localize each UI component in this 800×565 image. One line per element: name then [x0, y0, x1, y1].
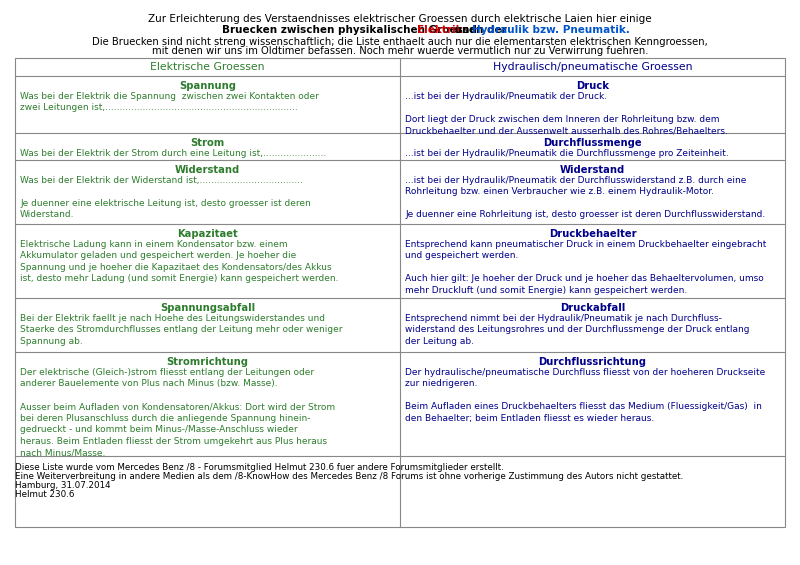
Text: Hamburg, 31.07.2014: Hamburg, 31.07.2014 — [15, 481, 110, 490]
Text: Hydraulik bzw. Pneumatik.: Hydraulik bzw. Pneumatik. — [472, 25, 630, 35]
Text: Helmut 230.6: Helmut 230.6 — [15, 490, 74, 499]
Text: mit denen wir uns im Oldtimer befassen. Noch mehr wuerde vermutlich nur zu Verwi: mit denen wir uns im Oldtimer befassen. … — [152, 46, 648, 56]
Text: Zur Erleichterung des Verstaendnisses elektrischer Groessen durch elektrische La: Zur Erleichterung des Verstaendnisses el… — [148, 14, 652, 24]
Bar — [15, 58, 785, 527]
Text: Entsprechend kann pneumatischer Druck in einem Druckbehaelter eingebracht
und ge: Entsprechend kann pneumatischer Druck in… — [405, 240, 766, 295]
Text: Bei der Elektrik faellt je nach Hoehe des Leitungswiderstandes und
Staerke des S: Bei der Elektrik faellt je nach Hoehe de… — [20, 314, 342, 346]
Text: Diese Liste wurde vom Mercedes Benz /8 - Forumsmitglied Helmut 230.6 fuer andere: Diese Liste wurde vom Mercedes Benz /8 -… — [15, 463, 504, 472]
Text: Elektrische Ladung kann in einem Kondensator bzw. einem
Akkumulator geladen und : Elektrische Ladung kann in einem Kondens… — [20, 240, 338, 284]
Text: Entsprechend nimmt bei der Hydraulik/Pneumatik je nach Durchfluss-
widerstand de: Entsprechend nimmt bei der Hydraulik/Pne… — [405, 314, 750, 346]
Text: Der hydraulische/pneumatische Durchfluss fliesst von der hoeheren Druckseite
zur: Der hydraulische/pneumatische Durchfluss… — [405, 368, 766, 423]
Text: Widerstand: Widerstand — [560, 165, 625, 175]
Text: Die Bruecken sind nicht streng wissenschaftlich; die Liste enthaelt auch nur die: Die Bruecken sind nicht streng wissensch… — [92, 37, 708, 47]
Text: Hydraulisch/pneumatische Groessen: Hydraulisch/pneumatische Groessen — [493, 62, 692, 72]
Text: Spannung: Spannung — [179, 81, 236, 91]
Text: Was bei der Elektrik der Widerstand ist,....................................

Je: Was bei der Elektrik der Widerstand ist,… — [20, 176, 310, 219]
Text: Spannungsabfall: Spannungsabfall — [160, 303, 255, 313]
Text: Druckbehaelter: Druckbehaelter — [549, 229, 636, 239]
Text: Strom: Strom — [190, 138, 225, 148]
Text: Elektrik: Elektrik — [417, 25, 462, 35]
Text: Druckabfall: Druckabfall — [560, 303, 625, 313]
Text: Elektrische Groessen: Elektrische Groessen — [150, 62, 265, 72]
Text: Eine Weiterverbreitung in andere Medien als dem /8-KnowHow des Mercedes Benz /8 : Eine Weiterverbreitung in andere Medien … — [15, 472, 683, 481]
Text: Stromrichtung: Stromrichtung — [166, 357, 249, 367]
Text: und: und — [451, 25, 481, 35]
Text: ...ist bei der Hydraulik/Pneumatik die Durchflussmenge pro Zeiteinheit.: ...ist bei der Hydraulik/Pneumatik die D… — [405, 149, 729, 158]
Text: Druck: Druck — [576, 81, 609, 91]
Text: Was bei der Elektrik die Spannung  zwischen zwei Kontakten oder
zwei Leitungen i: Was bei der Elektrik die Spannung zwisch… — [20, 92, 319, 112]
Text: Kapazitaet: Kapazitaet — [177, 229, 238, 239]
Text: ...ist bei der Hydraulik/Pneumatik der Durchflusswiderstand z.B. durch eine
Rohr: ...ist bei der Hydraulik/Pneumatik der D… — [405, 176, 766, 219]
Text: Durchflussmenge: Durchflussmenge — [543, 138, 642, 148]
Text: Der elektrische (Gleich-)strom fliesst entlang der Leitungen oder
anderer Bauele: Der elektrische (Gleich-)strom fliesst e… — [20, 368, 335, 457]
Text: ...ist bei der Hydraulik/Pneumatik der Druck.

Dort liegt der Druck zwischen dem: ...ist bei der Hydraulik/Pneumatik der D… — [405, 92, 728, 136]
Text: Was bei der Elektrik der Strom durch eine Leitung ist,......................: Was bei der Elektrik der Strom durch ein… — [20, 149, 326, 158]
Text: Widerstand: Widerstand — [175, 165, 240, 175]
Text: Durchflussrichtung: Durchflussrichtung — [538, 357, 646, 367]
Text: Bruecken zwischen physikalischen Groessen der: Bruecken zwischen physikalischen Groesse… — [222, 25, 510, 35]
